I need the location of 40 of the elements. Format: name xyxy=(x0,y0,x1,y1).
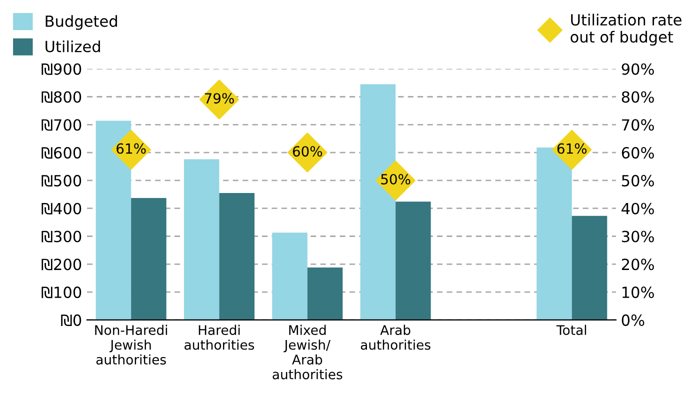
data-label: 61% xyxy=(557,143,587,154)
y2-tick-label: 90% xyxy=(622,63,654,75)
y-tick-label: ₪400 xyxy=(42,202,82,214)
y2-tick-label: 0% xyxy=(622,314,644,326)
data-label: 60% xyxy=(292,146,322,157)
y2-tick-label: 80% xyxy=(622,91,654,103)
x-tick-label: Arab authorities xyxy=(360,324,430,350)
legend-label: Utilized xyxy=(46,40,100,52)
bar xyxy=(396,202,431,320)
y-tick-label: ₪200 xyxy=(42,258,82,270)
y-tick-label: ₪800 xyxy=(42,91,82,103)
y-tick-label: ₪600 xyxy=(42,147,82,159)
bar xyxy=(272,232,308,320)
y-tick-label: ₪900 xyxy=(42,63,82,75)
y2-tick-label: 40% xyxy=(622,202,654,214)
bar xyxy=(131,198,166,320)
y2-tick-label: 10% xyxy=(622,286,654,298)
x-tick-label: Haredi authorities xyxy=(184,324,254,350)
data-label: 79% xyxy=(204,93,234,104)
bar xyxy=(219,193,255,320)
bar xyxy=(572,216,608,320)
bar xyxy=(307,268,343,320)
bar xyxy=(184,159,220,320)
y-tick-label: ₪300 xyxy=(42,230,82,242)
x-tick-label: Mixed Jewish/ Arab authorities xyxy=(272,324,342,380)
data-label: 50% xyxy=(381,174,410,184)
y-tick-label: ₪100 xyxy=(42,286,82,298)
y2-tick-label: 30% xyxy=(622,230,654,242)
y-tick-label: ₪0 xyxy=(61,314,82,326)
y-tick-label: ₪500 xyxy=(42,174,82,186)
legend-label: Utilization rate out of budget xyxy=(570,14,682,46)
y2-tick-label: 20% xyxy=(622,258,654,270)
x-tick-label: Non-Haredi Jewish authorities xyxy=(95,324,168,365)
y-tick-label: ₪700 xyxy=(42,119,82,131)
y2-tick-label: 50% xyxy=(622,174,654,186)
y2-tick-label: 70% xyxy=(622,119,654,131)
y2-tick-label: 60% xyxy=(622,147,654,159)
x-tick-label: Total xyxy=(556,324,586,336)
data-label: 61% xyxy=(116,143,146,154)
legend-label: Budgeted xyxy=(46,15,117,30)
